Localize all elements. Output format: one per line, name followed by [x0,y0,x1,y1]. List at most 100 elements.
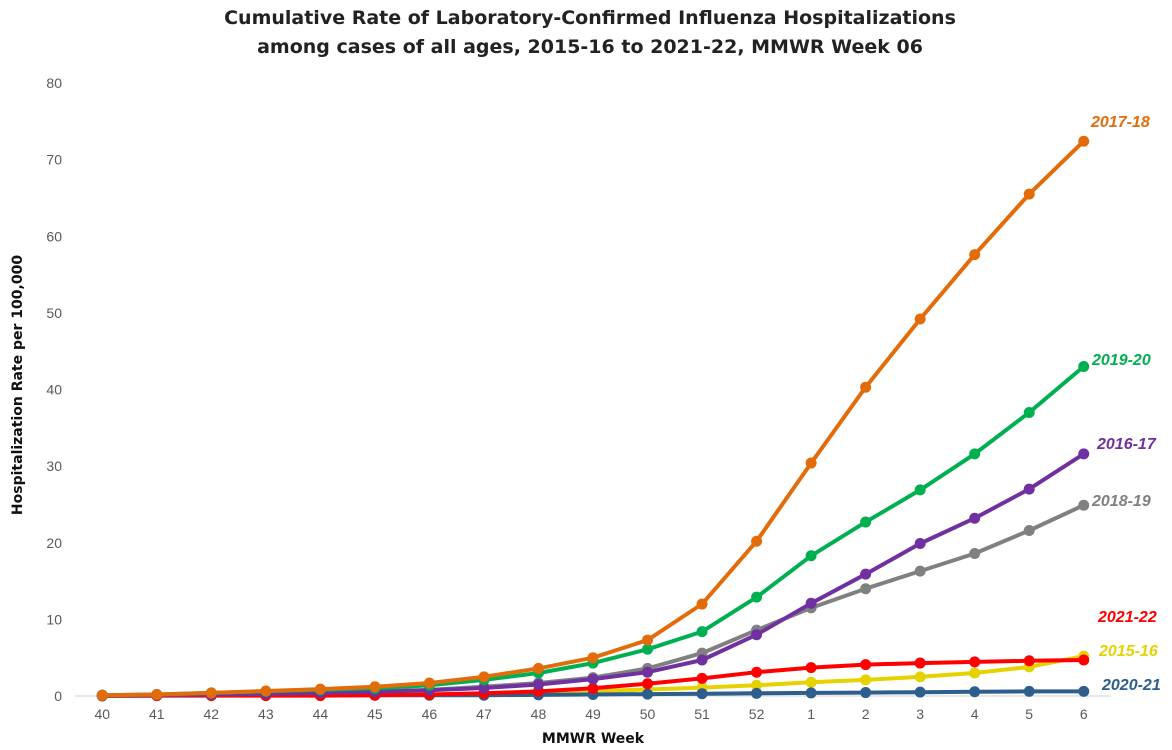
data-point [642,678,654,690]
y-tick-label: 0 [54,688,62,704]
data-point [478,682,490,694]
y-tick-label: 30 [46,458,62,474]
data-point [314,683,326,695]
y-tick-label: 40 [46,382,62,398]
data-point [914,538,926,550]
x-tick-label: 40 [94,706,110,722]
x-tick-label: 49 [585,706,601,722]
data-point [914,484,926,496]
data-point [696,598,708,610]
x-tick-label: 1 [807,706,815,722]
data-point [751,687,763,699]
data-point [860,381,872,393]
series-lines [96,135,1090,702]
data-point [1023,406,1035,418]
series-label: 2015-16 [1098,643,1158,660]
data-point [642,666,654,678]
data-point [860,687,872,699]
series-labels: 2015-16 2020-21 2021-22 2018-19 2016-17 2019-… [1090,114,1161,694]
x-tick-label: 50 [640,706,656,722]
data-point [805,676,817,688]
data-point [969,448,981,460]
x-tick-label: 45 [367,706,383,722]
data-point [1078,654,1090,666]
data-point [587,682,599,694]
data-point [696,672,708,684]
series-label: 2018-19 [1091,493,1151,510]
data-point [1078,448,1090,460]
y-tick-label: 50 [46,305,62,321]
y-tick-label: 70 [46,152,62,168]
x-tick-label: 4 [971,706,979,722]
x-tick-label: 43 [258,706,274,722]
data-point [969,547,981,559]
data-point [205,687,217,699]
data-point [1078,135,1090,147]
data-point [751,629,763,641]
x-tick-label: 2 [862,706,870,722]
series-2019-20 [96,361,1090,701]
data-point [532,679,544,691]
y-tick-label: 60 [46,228,62,244]
data-point [914,671,926,683]
data-point [478,671,490,683]
series-2018-19 [96,499,1090,701]
x-tick-label: 5 [1025,706,1033,722]
data-point [860,659,872,671]
data-point [423,677,435,689]
x-tick-label: 51 [694,706,710,722]
data-point [969,656,981,668]
x-tick-label: 44 [313,706,329,722]
data-point [696,626,708,638]
data-point [805,457,817,469]
data-point [642,643,654,655]
y-tick-label: 10 [46,611,62,627]
data-point [914,565,926,577]
data-point [642,634,654,646]
data-point [860,568,872,580]
x-tick-label: 52 [749,706,765,722]
y-tick-label: 20 [46,535,62,551]
y-tick-label: 80 [46,75,62,91]
data-point [805,687,817,699]
x-tick-label: 46 [422,706,438,722]
data-point [969,686,981,698]
chart-title-line-1: Cumulative Rate of Laboratory-Confirmed … [224,7,956,29]
x-tick-label: 41 [149,706,165,722]
series-label: 2017-18 [1090,114,1150,131]
data-point [1023,483,1035,495]
data-point [860,583,872,595]
data-point [532,662,544,674]
data-point [914,657,926,669]
data-point [642,688,654,700]
data-point [751,591,763,603]
data-point [969,249,981,261]
data-point [751,679,763,691]
series-line [100,364,1086,698]
y-axis-title: Hospitalization Rate per 100,000 [10,255,26,515]
data-point [151,688,163,700]
data-point [1078,499,1090,511]
x-tick-label: 42 [204,706,220,722]
x-tick-label: 3 [916,706,924,722]
data-point [969,667,981,679]
data-point [1023,655,1035,667]
series-label: 2020-21 [1101,677,1161,694]
data-point [587,652,599,664]
x-tick-label: 48 [531,706,547,722]
data-point [751,666,763,678]
x-axis-title: MMWR Week [542,731,645,747]
data-point [751,535,763,547]
series-label: 2021-22 [1097,609,1157,626]
data-point [969,512,981,524]
chart-title-line-2: among cases of all ages, 2015-16 to 2021… [257,36,923,58]
data-point [1023,188,1035,200]
series-line [100,139,1086,698]
data-point [587,673,599,685]
data-point [805,550,817,562]
x-tick-label: 6 [1080,706,1088,722]
data-point [96,689,108,701]
data-point [1078,685,1090,697]
